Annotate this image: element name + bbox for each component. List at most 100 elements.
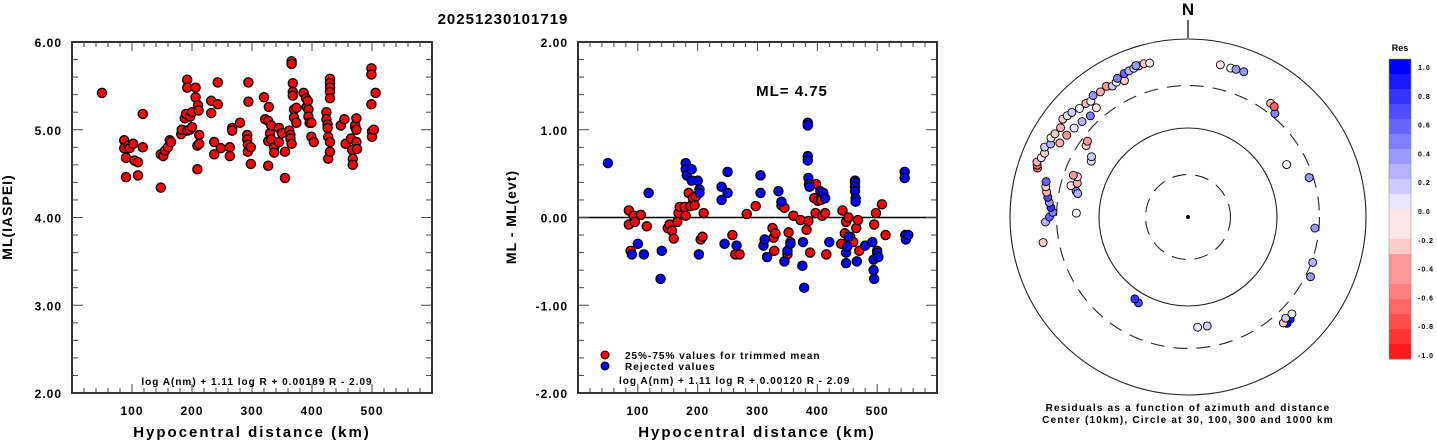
station-residual-point bbox=[1282, 160, 1292, 170]
data-point bbox=[279, 172, 291, 184]
y-tick-label: 1.00 bbox=[541, 124, 568, 138]
x-tick-label: 100 bbox=[120, 404, 143, 418]
x-tick-label: 200 bbox=[686, 404, 709, 418]
colorbar-tick-label: 1.0 bbox=[1418, 65, 1431, 72]
x-tick-label: 300 bbox=[746, 404, 769, 418]
station-residual-point bbox=[1095, 87, 1105, 97]
data-points bbox=[1032, 58, 1320, 332]
rejected-point bbox=[850, 196, 861, 207]
y-tick-label: 0.00 bbox=[541, 212, 568, 226]
colorbar-cell bbox=[1389, 254, 1411, 270]
rejected-point bbox=[842, 241, 853, 252]
data-point bbox=[291, 117, 302, 128]
colorbar-cell bbox=[1389, 74, 1411, 90]
data-point bbox=[120, 171, 132, 183]
colorbar-cell bbox=[1389, 134, 1411, 150]
colorbar-cell bbox=[1389, 239, 1411, 255]
data-point bbox=[279, 146, 291, 157]
station-residual-point bbox=[1088, 91, 1098, 100]
data-point bbox=[137, 142, 149, 153]
rejected-point bbox=[755, 187, 766, 199]
data-point bbox=[193, 105, 204, 116]
trimmed-point bbox=[769, 245, 780, 257]
data-point bbox=[132, 156, 144, 168]
data-point bbox=[368, 124, 380, 136]
rejected-point bbox=[868, 273, 880, 285]
trimmed-point bbox=[672, 216, 683, 228]
y-axis-label: ML(IASPEI) bbox=[0, 174, 15, 259]
data-point bbox=[245, 158, 257, 170]
trimmed-point bbox=[876, 199, 888, 210]
epicenter-dot bbox=[1186, 215, 1190, 219]
rejected-point bbox=[759, 234, 770, 245]
colorbar-tick-label: 0.0 bbox=[1418, 209, 1431, 216]
trimmed-point bbox=[635, 209, 647, 221]
north-label: N bbox=[1182, 0, 1194, 19]
distance-rings bbox=[1009, 38, 1367, 396]
trimmed-point bbox=[629, 216, 641, 228]
trimmed-point bbox=[843, 212, 854, 223]
rejected-point bbox=[899, 172, 910, 184]
trimmed-point bbox=[783, 227, 794, 238]
rejected-point bbox=[686, 163, 697, 175]
trimmed-point bbox=[697, 231, 708, 243]
legend-marker-rejected bbox=[600, 361, 610, 371]
station-residual-point bbox=[1073, 189, 1083, 199]
data-point bbox=[215, 142, 227, 154]
colorbar-tick-label: 0.2 bbox=[1418, 180, 1431, 187]
colorbar-tick-label: 0.8 bbox=[1418, 94, 1431, 101]
data-point bbox=[273, 136, 285, 148]
colorbar-cell bbox=[1389, 329, 1411, 345]
colorbar-cell bbox=[1389, 194, 1411, 210]
rejected-point bbox=[719, 238, 730, 250]
data-point bbox=[205, 107, 217, 119]
y-tick-label: 4.00 bbox=[35, 212, 62, 226]
data-point bbox=[212, 77, 224, 88]
distance-ring-100km bbox=[1098, 127, 1278, 307]
colorbar-tick-label: 0.4 bbox=[1418, 151, 1431, 158]
rejected-point bbox=[731, 240, 742, 251]
colorbar-title: Res bbox=[1392, 43, 1409, 53]
x-tick-label: 500 bbox=[360, 404, 383, 418]
colorbar-tick-label: -0.8 bbox=[1418, 324, 1434, 331]
station-residual-point bbox=[1215, 60, 1225, 70]
station-residual-point bbox=[1069, 123, 1079, 133]
station-residual-point bbox=[1091, 103, 1101, 113]
colorbar-frame bbox=[1388, 58, 1412, 360]
data-point bbox=[243, 96, 254, 107]
station-residual-point bbox=[1306, 272, 1315, 282]
trimmed-point bbox=[680, 210, 691, 221]
station-residual-point bbox=[1075, 104, 1084, 113]
y-tick-label: -1.00 bbox=[536, 299, 568, 313]
trimmed-point bbox=[819, 207, 831, 219]
colorbar-tick-label: -0.6 bbox=[1418, 295, 1434, 302]
colorbar-cell bbox=[1389, 269, 1411, 285]
trimmed-point bbox=[698, 207, 709, 219]
x-tick-label: 400 bbox=[806, 404, 829, 418]
colorbar-cell bbox=[1389, 119, 1411, 135]
station-residual-point bbox=[1112, 73, 1122, 83]
polar-caption-line1: Residuals as a function of azimuth and d… bbox=[1046, 403, 1331, 414]
station-residual-point bbox=[1087, 152, 1096, 162]
data-point bbox=[370, 87, 381, 99]
data-point bbox=[192, 163, 203, 175]
colorbar-tick-label: 0.6 bbox=[1418, 123, 1431, 130]
rejected-point bbox=[693, 249, 705, 260]
station-residual-point bbox=[1239, 67, 1249, 77]
x-tick-label: 200 bbox=[180, 404, 203, 418]
station-residual-point bbox=[1071, 208, 1081, 218]
data-point bbox=[226, 125, 238, 136]
rejected-point bbox=[797, 260, 808, 272]
trimmed-point bbox=[641, 221, 653, 232]
colorbar-cell bbox=[1389, 224, 1411, 240]
rejected-point bbox=[798, 282, 810, 293]
trimmed-point bbox=[868, 219, 880, 230]
data-point bbox=[127, 138, 139, 150]
trimmed-point bbox=[821, 249, 832, 260]
axis-ticks bbox=[578, 42, 937, 393]
data-point bbox=[339, 113, 350, 125]
rejected-point bbox=[722, 166, 733, 178]
trimmed-point bbox=[727, 229, 738, 241]
data-point bbox=[351, 113, 362, 124]
